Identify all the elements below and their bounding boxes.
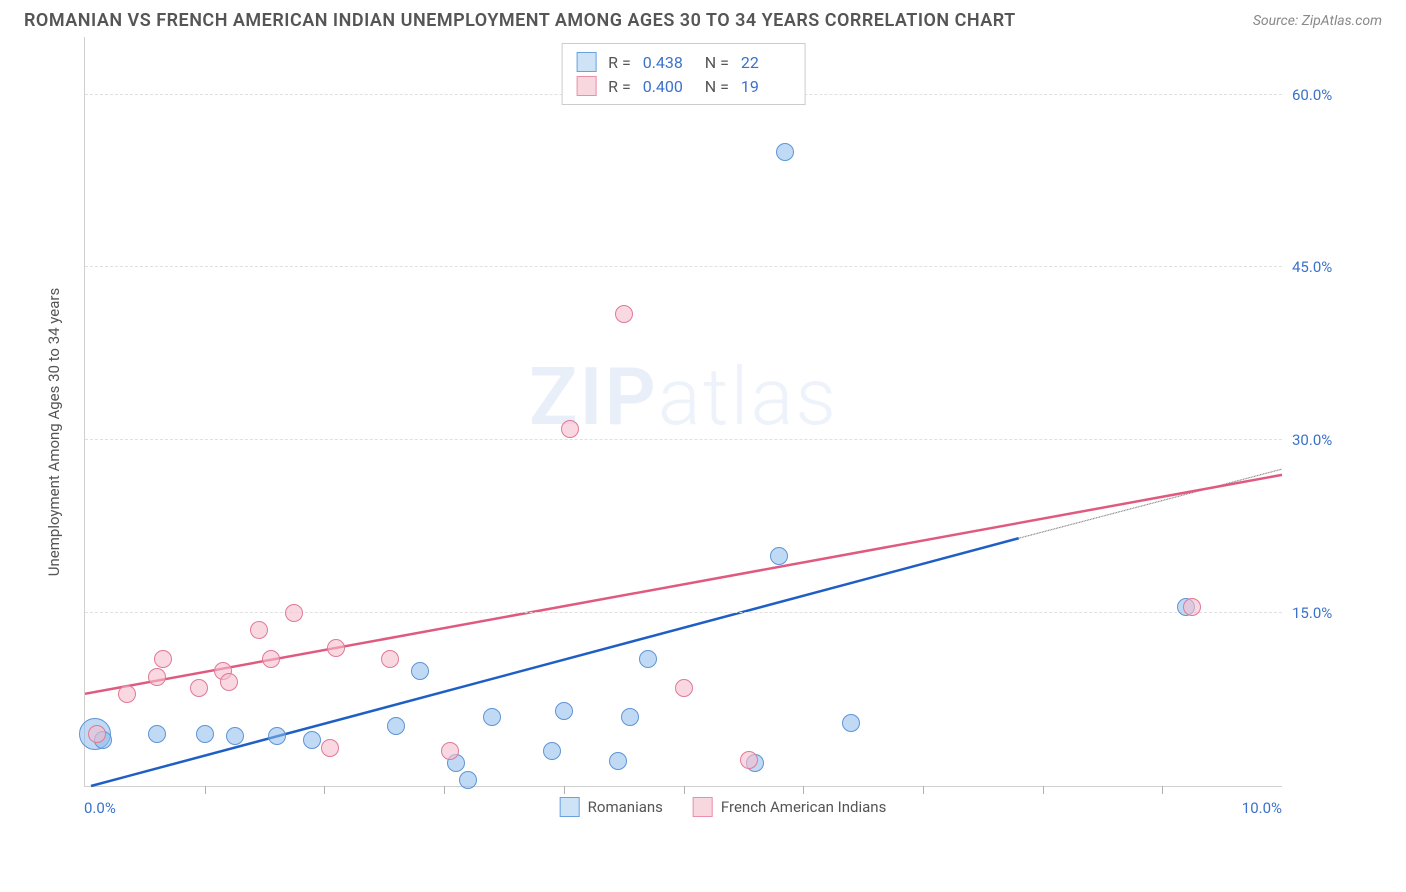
plot-container: Unemployment Among Ages 30 to 34 years Z… [64, 37, 1382, 827]
legend-swatch [560, 797, 580, 817]
x-axis-max-label: 10.0% [1242, 799, 1282, 817]
data-point-romanians [411, 662, 429, 680]
data-point-french-american-indians [615, 305, 633, 323]
data-point-french-american-indians [441, 742, 459, 760]
data-point-french-american-indians [1183, 598, 1201, 616]
data-point-romanians [609, 752, 627, 770]
series-legend: Romanians French American Indians [560, 797, 887, 817]
y-tick-label: 30.0% [1292, 431, 1362, 449]
legend-n-label: N = [705, 53, 729, 72]
data-point-romanians [770, 547, 788, 565]
legend-r-label: R = [608, 77, 631, 96]
data-point-romanians [842, 714, 860, 732]
data-point-romanians [459, 771, 477, 789]
y-tick-label: 45.0% [1292, 258, 1362, 276]
chart-header: ROMANIAN VS FRENCH AMERICAN INDIAN UNEMP… [0, 0, 1406, 37]
data-point-french-american-indians [561, 420, 579, 438]
data-point-french-american-indians [675, 679, 693, 697]
data-point-french-american-indians [740, 751, 758, 769]
watermark-atlas: atlas [658, 350, 838, 444]
gridline [85, 439, 1282, 440]
y-tick-label: 15.0% [1292, 604, 1362, 622]
gridline [85, 612, 1282, 613]
data-point-romanians [387, 717, 405, 735]
data-point-romanians [555, 702, 573, 720]
y-axis-label: Unemployment Among Ages 30 to 34 years [45, 288, 63, 576]
correlation-legend-row: R = 0.400 N = 19 [576, 74, 791, 98]
data-point-romanians [776, 143, 794, 161]
chart-wrap: Unemployment Among Ages 30 to 34 years Z… [0, 37, 1406, 847]
data-point-romanians [621, 708, 639, 726]
data-point-french-american-indians [148, 668, 166, 686]
data-point-french-american-indians [262, 650, 280, 668]
y-tick-label: 60.0% [1292, 86, 1362, 104]
plot-area: ZIPatlas R =0.438N =22R =0.400N =19 15.0… [84, 37, 1282, 787]
legend-r-value: 0.438 [643, 53, 693, 72]
trend-line-dash-romanians [1019, 469, 1282, 538]
correlation-legend: R = 0.438 N = 22 R = 0.400 N = 19 [561, 43, 806, 105]
series-legend-item: French American Indians [693, 797, 886, 817]
data-point-romanians [226, 727, 244, 745]
x-tick [803, 786, 804, 794]
legend-r-value: 0.400 [643, 77, 693, 96]
data-point-french-american-indians [321, 739, 339, 757]
data-point-romanians [268, 727, 286, 745]
chart-title: ROMANIAN VS FRENCH AMERICAN INDIAN UNEMP… [24, 10, 1016, 31]
legend-n-value: 19 [741, 77, 791, 96]
watermark-zip: ZIP [529, 350, 658, 444]
data-point-romanians [303, 731, 321, 749]
series-legend-label: French American Indians [721, 798, 886, 816]
legend-n-value: 22 [741, 53, 791, 72]
data-point-romanians [148, 725, 166, 743]
data-point-french-american-indians [190, 679, 208, 697]
legend-n-label: N = [705, 77, 729, 96]
data-point-french-american-indians [285, 604, 303, 622]
data-point-romanians [543, 742, 561, 760]
data-point-french-american-indians [118, 685, 136, 703]
data-point-romanians [483, 708, 501, 726]
data-point-romanians [196, 725, 214, 743]
legend-r-label: R = [608, 53, 631, 72]
trend-lines [85, 37, 1282, 786]
x-tick [444, 786, 445, 794]
legend-swatch [576, 52, 596, 72]
data-point-french-american-indians [88, 725, 106, 743]
legend-swatch [576, 76, 596, 96]
x-tick [324, 786, 325, 794]
x-tick [205, 786, 206, 794]
data-point-french-american-indians [327, 639, 345, 657]
x-tick [564, 786, 565, 794]
data-point-french-american-indians [154, 650, 172, 668]
x-tick [923, 786, 924, 794]
correlation-legend-row: R = 0.438 N = 22 [576, 50, 791, 74]
series-legend-label: Romanians [588, 798, 663, 816]
x-tick [1162, 786, 1163, 794]
data-point-french-american-indians [250, 621, 268, 639]
data-point-french-american-indians [220, 673, 238, 691]
source-label: Source: ZipAtlas.com [1253, 13, 1382, 29]
legend-swatch [693, 797, 713, 817]
data-point-romanians [639, 650, 657, 668]
gridline [85, 266, 1282, 267]
series-legend-item: Romanians [560, 797, 663, 817]
x-tick [1043, 786, 1044, 794]
x-tick [684, 786, 685, 794]
data-point-french-american-indians [381, 650, 399, 668]
x-axis-min-label: 0.0% [84, 799, 116, 817]
